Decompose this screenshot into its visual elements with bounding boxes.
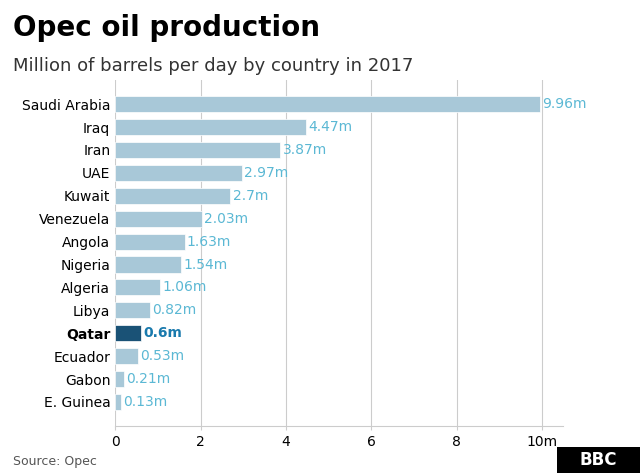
Text: 3.87m: 3.87m [282, 143, 326, 157]
Bar [115, 142, 280, 158]
Text: 1.06m: 1.06m [163, 280, 207, 294]
Text: 0.53m: 0.53m [140, 349, 184, 363]
Text: 1.63m: 1.63m [187, 235, 231, 249]
Text: 0.21m: 0.21m [126, 372, 170, 386]
Text: 0.6m: 0.6m [143, 326, 182, 340]
Bar [115, 165, 242, 181]
Bar [115, 302, 150, 318]
Bar [115, 234, 185, 250]
Text: BBC: BBC [580, 451, 617, 469]
Text: 0.13m: 0.13m [123, 395, 167, 409]
Bar [115, 394, 121, 410]
Text: 2.97m: 2.97m [244, 166, 288, 180]
Bar [115, 96, 540, 112]
Text: 2.03m: 2.03m [204, 212, 248, 226]
Text: 2.7m: 2.7m [232, 189, 268, 203]
Text: 1.54m: 1.54m [183, 257, 227, 272]
Bar [115, 188, 230, 204]
Text: 0.82m: 0.82m [152, 303, 196, 317]
Bar [115, 256, 181, 272]
Bar [115, 325, 141, 341]
Bar [115, 348, 138, 364]
Bar [115, 280, 161, 296]
Text: Million of barrels per day by country in 2017: Million of barrels per day by country in… [13, 57, 413, 75]
Bar [115, 210, 202, 227]
Text: 9.96m: 9.96m [542, 97, 587, 111]
Bar [115, 119, 306, 135]
Text: Opec oil production: Opec oil production [13, 14, 320, 42]
Text: Source: Opec: Source: Opec [13, 455, 97, 468]
Text: 4.47m: 4.47m [308, 120, 352, 134]
Bar [115, 371, 124, 387]
